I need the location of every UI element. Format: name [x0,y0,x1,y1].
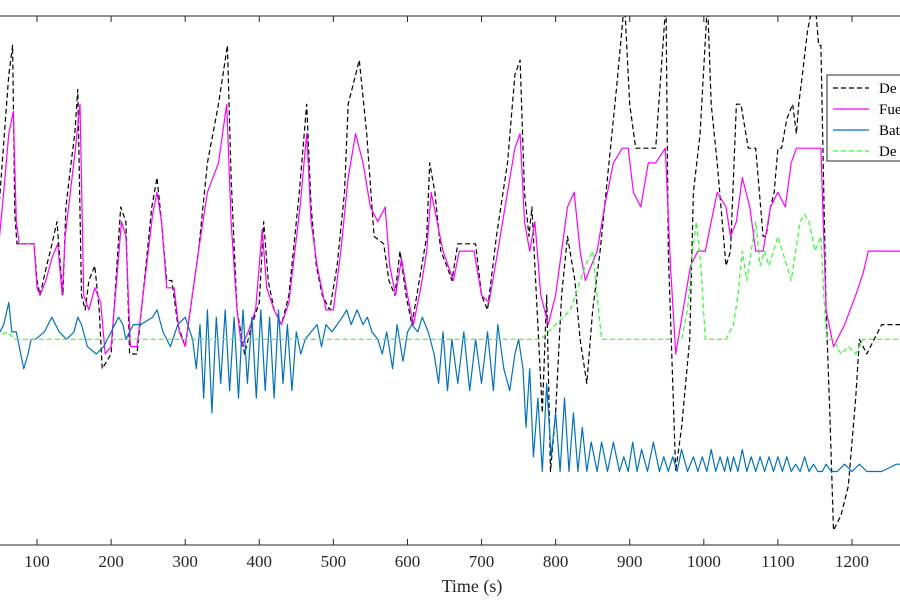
series-line-1 [0,103,900,355]
x-tick-label: 300 [172,552,198,571]
x-tick-label: 1100 [761,552,794,571]
x-tick-label: 800 [543,552,569,571]
legend-label-0: De [879,81,897,97]
series-line-2 [0,301,900,473]
x-tick-label: 400 [247,552,273,571]
x-tick-label: 100 [24,552,50,571]
x-tick-label: 700 [469,552,495,571]
legend-label-1: Fue [879,102,900,118]
legend-box [826,74,900,162]
series-line-3 [0,213,900,355]
x-tick-label: 1000 [687,552,721,571]
legend-label-2: Bat [879,123,900,139]
series-layer [0,16,900,531]
axes-frame [0,15,900,546]
legend-label-3: De [879,144,897,160]
x-axis-label: Time (s) [442,576,503,597]
x-tick-label: 200 [98,552,124,571]
x-tick-label: 500 [321,552,347,571]
series-line-0 [0,16,900,531]
x-tick-label: 900 [617,552,643,571]
x-tick-label: 1200 [835,552,869,571]
legend: De Fue Bat De [826,74,900,162]
x-tick-label: 600 [395,552,421,571]
x-ticks: 100 200 300 400 500 600 700 800 900 1000 1100 1200 [24,16,869,571]
